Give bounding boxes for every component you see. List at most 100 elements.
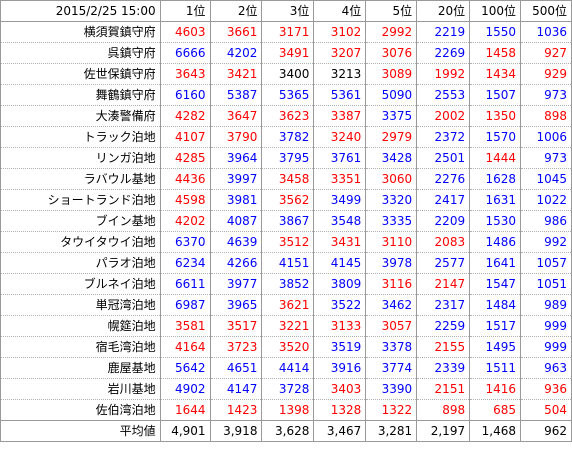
score-cell[interactable]: 5090 — [365, 84, 418, 106]
score-cell[interactable]: 4266 — [210, 252, 263, 274]
score-cell[interactable]: 986 — [520, 210, 572, 232]
score-cell[interactable]: 936 — [520, 378, 572, 400]
score-cell[interactable]: 4202 — [160, 210, 211, 232]
server-name-cell[interactable]: ショートランド泊地 — [0, 189, 161, 211]
score-cell[interactable]: 2269 — [416, 42, 471, 64]
score-cell[interactable]: 4145 — [313, 252, 367, 274]
score-cell[interactable]: 3390 — [365, 378, 418, 400]
score-cell[interactable]: 3728 — [261, 378, 315, 400]
score-cell[interactable]: 2992 — [365, 21, 418, 43]
score-cell[interactable]: 3171 — [261, 21, 315, 43]
score-cell[interactable]: 3965 — [210, 294, 263, 316]
average-value-cell[interactable]: 1,468 — [469, 420, 522, 442]
score-cell[interactable]: 3522 — [313, 294, 367, 316]
server-name-cell[interactable]: タウイタウイ泊地 — [0, 231, 161, 253]
score-cell[interactable]: 6666 — [160, 42, 211, 64]
score-cell[interactable]: 3431 — [313, 231, 367, 253]
score-cell[interactable]: 3320 — [365, 189, 418, 211]
score-cell[interactable]: 5365 — [261, 84, 315, 106]
score-cell[interactable]: 4285 — [160, 147, 211, 169]
score-cell[interactable]: 1006 — [520, 126, 572, 148]
score-cell[interactable]: 5387 — [210, 84, 263, 106]
server-name-cell[interactable]: 幌筵泊地 — [0, 315, 161, 337]
score-cell[interactable]: 3621 — [261, 294, 315, 316]
score-cell[interactable]: 3978 — [365, 252, 418, 274]
score-cell[interactable]: 2002 — [416, 105, 471, 127]
score-cell[interactable]: 4603 — [160, 21, 211, 43]
score-cell[interactable]: 2372 — [416, 126, 471, 148]
score-cell[interactable]: 1570 — [469, 126, 522, 148]
score-cell[interactable]: 4147 — [210, 378, 263, 400]
score-cell[interactable]: 1057 — [520, 252, 572, 274]
score-cell[interactable]: 2501 — [416, 147, 471, 169]
score-cell[interactable]: 3761 — [313, 147, 367, 169]
score-cell[interactable]: 6234 — [160, 252, 211, 274]
score-cell[interactable]: 2219 — [416, 21, 471, 43]
score-cell[interactable]: 3378 — [365, 336, 418, 358]
score-cell[interactable]: 3076 — [365, 42, 418, 64]
score-cell[interactable]: 1322 — [365, 399, 418, 421]
score-cell[interactable]: 4436 — [160, 168, 211, 190]
score-cell[interactable]: 999 — [520, 336, 572, 358]
score-cell[interactable]: 1517 — [469, 315, 522, 337]
server-name-cell[interactable]: 呉鎮守府 — [0, 42, 161, 64]
score-cell[interactable]: 1444 — [469, 147, 522, 169]
score-cell[interactable]: 1022 — [520, 189, 572, 211]
score-cell[interactable]: 3790 — [210, 126, 263, 148]
server-name-cell[interactable]: 横須賀鎮守府 — [0, 21, 161, 43]
server-name-cell[interactable]: 岩川基地 — [0, 378, 161, 400]
score-cell[interactable]: 3661 — [210, 21, 263, 43]
server-name-cell[interactable]: トラック泊地 — [0, 126, 161, 148]
average-value-cell[interactable]: 3,467 — [313, 420, 367, 442]
score-cell[interactable]: 1550 — [469, 21, 522, 43]
average-value-cell[interactable]: 3,628 — [261, 420, 315, 442]
score-cell[interactable]: 3057 — [365, 315, 418, 337]
score-cell[interactable]: 3089 — [365, 63, 418, 85]
server-name-cell[interactable]: 佐伯湾泊地 — [0, 399, 161, 421]
score-cell[interactable]: 3207 — [313, 42, 367, 64]
rank-header-cell[interactable]: 500位 — [520, 0, 572, 22]
score-cell[interactable]: 1495 — [469, 336, 522, 358]
score-cell[interactable]: 3462 — [365, 294, 418, 316]
score-cell[interactable]: 2317 — [416, 294, 471, 316]
score-cell[interactable]: 3351 — [313, 168, 367, 190]
score-cell[interactable]: 3548 — [313, 210, 367, 232]
score-cell[interactable]: 2553 — [416, 84, 471, 106]
average-value-cell[interactable]: 4,901 — [160, 420, 211, 442]
score-cell[interactable]: 1045 — [520, 168, 572, 190]
score-cell[interactable]: 3102 — [313, 21, 367, 43]
score-cell[interactable]: 1486 — [469, 231, 522, 253]
server-name-cell[interactable]: 舞鶴鎮守府 — [0, 84, 161, 106]
score-cell[interactable]: 2259 — [416, 315, 471, 337]
score-cell[interactable]: 973 — [520, 147, 572, 169]
score-cell[interactable]: 2276 — [416, 168, 471, 190]
score-cell[interactable]: 3977 — [210, 273, 263, 295]
score-cell[interactable]: 3491 — [261, 42, 315, 64]
score-cell[interactable]: 2339 — [416, 357, 471, 379]
score-cell[interactable]: 4087 — [210, 210, 263, 232]
score-cell[interactable]: 1641 — [469, 252, 522, 274]
score-cell[interactable]: 6611 — [160, 273, 211, 295]
score-cell[interactable]: 3774 — [365, 357, 418, 379]
score-cell[interactable]: 4282 — [160, 105, 211, 127]
score-cell[interactable]: 5361 — [313, 84, 367, 106]
score-cell[interactable]: 504 — [520, 399, 572, 421]
score-cell[interactable]: 685 — [469, 399, 522, 421]
score-cell[interactable]: 3981 — [210, 189, 263, 211]
score-cell[interactable]: 4202 — [210, 42, 263, 64]
score-cell[interactable]: 3517 — [210, 315, 263, 337]
rank-header-cell[interactable]: 3位 — [261, 0, 315, 22]
score-cell[interactable]: 2209 — [416, 210, 471, 232]
average-value-cell[interactable]: 3,918 — [210, 420, 263, 442]
score-cell[interactable]: 3809 — [313, 273, 367, 295]
score-cell[interactable]: 1631 — [469, 189, 522, 211]
rank-header-cell[interactable]: 1位 — [160, 0, 211, 22]
average-value-cell[interactable]: 2,197 — [416, 420, 471, 442]
score-cell[interactable]: 3458 — [261, 168, 315, 190]
score-cell[interactable]: 3723 — [210, 336, 263, 358]
datetime-cell[interactable]: 2015/2/25 15:00 — [0, 0, 161, 22]
score-cell[interactable]: 3581 — [160, 315, 211, 337]
score-cell[interactable]: 1507 — [469, 84, 522, 106]
score-cell[interactable]: 3562 — [261, 189, 315, 211]
rank-header-cell[interactable]: 100位 — [469, 0, 522, 22]
